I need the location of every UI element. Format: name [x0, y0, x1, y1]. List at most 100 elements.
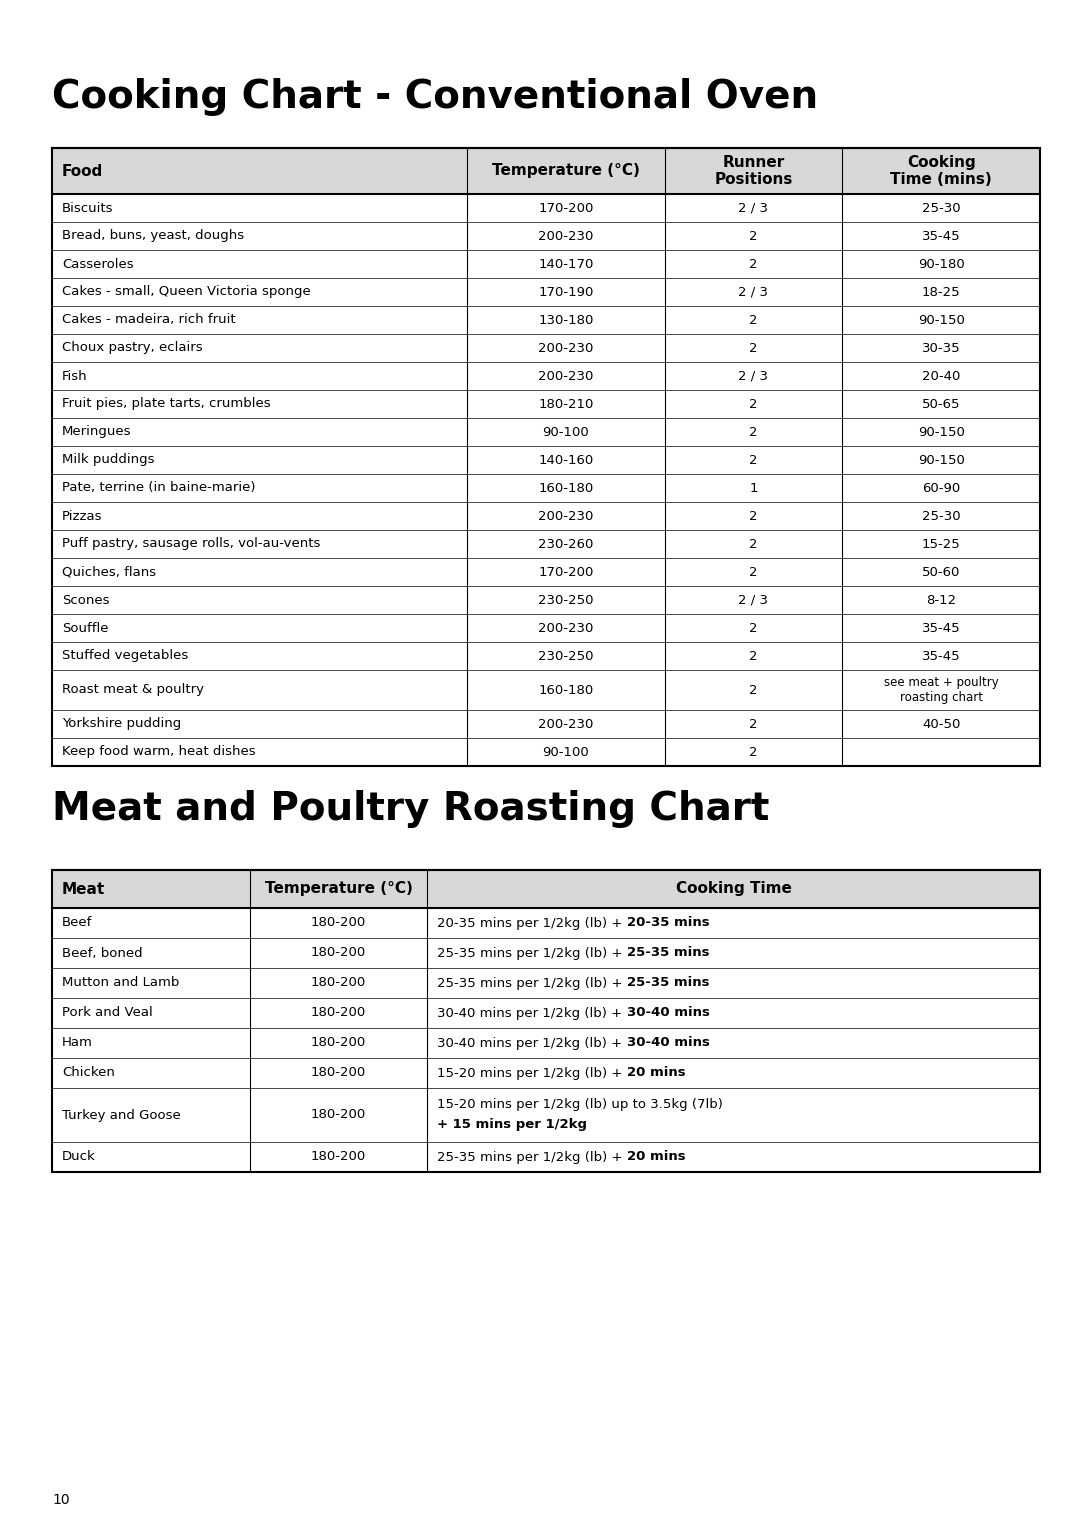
Text: 180-200: 180-200	[311, 946, 366, 960]
Text: 15-20 mins per 1/2kg (lb) +: 15-20 mins per 1/2kg (lb) +	[437, 1067, 627, 1079]
Text: Temperature (°C): Temperature (°C)	[491, 163, 639, 179]
Text: 25-35 mins: 25-35 mins	[627, 976, 710, 990]
Text: Cakes - small, Queen Victoria sponge: Cakes - small, Queen Victoria sponge	[62, 286, 311, 298]
Text: Fish: Fish	[62, 370, 87, 382]
Text: 2: 2	[750, 258, 758, 270]
Text: 230-250: 230-250	[538, 649, 594, 663]
Text: 60-90: 60-90	[922, 481, 960, 495]
Text: 25-30: 25-30	[922, 509, 960, 523]
Text: Bread, buns, yeast, doughs: Bread, buns, yeast, doughs	[62, 229, 244, 243]
Text: 18-25: 18-25	[922, 286, 960, 298]
Text: Food: Food	[62, 163, 104, 179]
Text: 2 / 3: 2 / 3	[739, 286, 769, 298]
Text: 20-35 mins: 20-35 mins	[627, 917, 710, 929]
Bar	[52, 869, 1040, 1172]
Text: 200-230: 200-230	[538, 509, 593, 523]
Text: + 15 mins per 1/2kg: + 15 mins per 1/2kg	[437, 1118, 588, 1131]
Text: Chicken: Chicken	[62, 1067, 114, 1079]
Bar	[52, 148, 1040, 766]
Text: 2: 2	[750, 746, 758, 758]
Text: 200-230: 200-230	[538, 370, 593, 382]
Text: Meat: Meat	[62, 882, 105, 897]
Text: 170-190: 170-190	[538, 286, 593, 298]
Text: Pate, terrine (in baine-marie): Pate, terrine (in baine-marie)	[62, 481, 256, 495]
Text: 180-200: 180-200	[311, 1151, 366, 1163]
Text: 2 / 3: 2 / 3	[739, 370, 769, 382]
Text: Cooking Chart - Conventional Oven: Cooking Chart - Conventional Oven	[52, 78, 819, 116]
Text: 180-200: 180-200	[311, 1108, 366, 1122]
Text: 25-35 mins per 1/2kg (lb) +: 25-35 mins per 1/2kg (lb) +	[437, 946, 627, 960]
Text: 200-230: 200-230	[538, 229, 593, 243]
Text: 50-60: 50-60	[922, 565, 960, 579]
Text: 30-40 mins per 1/2kg (lb) +: 30-40 mins per 1/2kg (lb) +	[437, 1007, 626, 1019]
Text: Pork and Veal: Pork and Veal	[62, 1007, 152, 1019]
Text: 2: 2	[750, 341, 758, 354]
Text: 230-260: 230-260	[538, 538, 593, 550]
Text: Meat and Poultry Roasting Chart: Meat and Poultry Roasting Chart	[52, 790, 769, 828]
Text: 8-12: 8-12	[927, 593, 956, 607]
Text: Biscuits: Biscuits	[62, 202, 113, 214]
Text: 35-45: 35-45	[922, 622, 960, 634]
Text: 2: 2	[750, 622, 758, 634]
Text: 35-45: 35-45	[922, 229, 960, 243]
Text: 180-210: 180-210	[538, 397, 593, 411]
Text: 2: 2	[750, 538, 758, 550]
Text: Ham: Ham	[62, 1036, 93, 1050]
Text: Temperature (°C): Temperature (°C)	[265, 882, 413, 897]
Text: Yorkshire pudding: Yorkshire pudding	[62, 718, 181, 730]
Text: 200-230: 200-230	[538, 341, 593, 354]
Text: 90-180: 90-180	[918, 258, 964, 270]
Text: Casseroles: Casseroles	[62, 258, 134, 270]
Text: 160-180: 160-180	[538, 481, 593, 495]
Text: Quiches, flans: Quiches, flans	[62, 565, 157, 579]
Text: Milk puddings: Milk puddings	[62, 454, 154, 466]
Text: 2: 2	[750, 397, 758, 411]
Text: 20 mins: 20 mins	[627, 1067, 686, 1079]
Text: Beef, boned: Beef, boned	[62, 946, 143, 960]
Text: 35-45: 35-45	[922, 649, 960, 663]
Text: 2: 2	[750, 454, 758, 466]
Text: Choux pastry, eclairs: Choux pastry, eclairs	[62, 341, 203, 354]
Text: 90-150: 90-150	[918, 425, 964, 439]
Text: Pizzas: Pizzas	[62, 509, 103, 523]
Text: Turkey and Goose: Turkey and Goose	[62, 1108, 180, 1122]
Text: 25-35 mins per 1/2kg (lb) +: 25-35 mins per 1/2kg (lb) +	[437, 1151, 627, 1163]
Text: Fruit pies, plate tarts, crumbles: Fruit pies, plate tarts, crumbles	[62, 397, 271, 411]
Text: 30-40 mins: 30-40 mins	[626, 1036, 710, 1050]
Text: 2: 2	[750, 425, 758, 439]
Text: 50-65: 50-65	[922, 397, 960, 411]
Text: 180-200: 180-200	[311, 1067, 366, 1079]
Text: 140-170: 140-170	[538, 258, 593, 270]
Text: 2: 2	[750, 313, 758, 327]
Text: 230-250: 230-250	[538, 593, 594, 607]
Text: Mutton and Lamb: Mutton and Lamb	[62, 976, 179, 990]
Text: 180-200: 180-200	[311, 976, 366, 990]
Text: Beef: Beef	[62, 917, 93, 929]
Text: 30-35: 30-35	[922, 341, 960, 354]
Text: 180-200: 180-200	[311, 917, 366, 929]
Text: 2: 2	[750, 718, 758, 730]
Text: Meringues: Meringues	[62, 425, 132, 439]
Text: 2: 2	[750, 509, 758, 523]
Text: 170-200: 170-200	[538, 565, 593, 579]
Text: 15-20 mins per 1/2kg (lb) up to 3.5kg (7lb): 15-20 mins per 1/2kg (lb) up to 3.5kg (7…	[437, 1097, 724, 1111]
Text: 2: 2	[750, 229, 758, 243]
Text: 25-35 mins: 25-35 mins	[627, 946, 710, 960]
Text: 200-230: 200-230	[538, 622, 593, 634]
Text: 90-100: 90-100	[542, 425, 589, 439]
Text: 130-180: 130-180	[538, 313, 593, 327]
Text: Roast meat & poultry: Roast meat & poultry	[62, 683, 204, 697]
Text: 20-35 mins per 1/2kg (lb) +: 20-35 mins per 1/2kg (lb) +	[437, 917, 627, 929]
Text: 30-40 mins per 1/2kg (lb) +: 30-40 mins per 1/2kg (lb) +	[437, 1036, 626, 1050]
Text: Cooking Time: Cooking Time	[676, 882, 792, 897]
Text: 90-150: 90-150	[918, 313, 964, 327]
Text: Cooking
Time (mins): Cooking Time (mins)	[890, 154, 993, 188]
Text: 15-25: 15-25	[922, 538, 960, 550]
Text: Duck: Duck	[62, 1151, 96, 1163]
Text: Puff pastry, sausage rolls, vol-au-vents: Puff pastry, sausage rolls, vol-au-vents	[62, 538, 321, 550]
Text: 40-50: 40-50	[922, 718, 960, 730]
Text: 25-35 mins per 1/2kg (lb) +: 25-35 mins per 1/2kg (lb) +	[437, 976, 627, 990]
Text: see meat + poultry: see meat + poultry	[883, 677, 999, 689]
Text: 90-150: 90-150	[918, 454, 964, 466]
Text: Runner
Positions: Runner Positions	[714, 154, 793, 188]
